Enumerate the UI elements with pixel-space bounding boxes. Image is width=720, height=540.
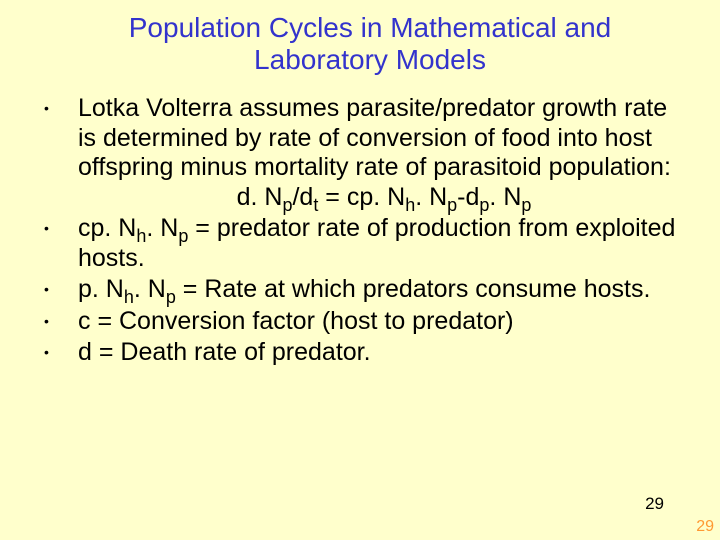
list-item: p. Nh. Np = Rate at which predators cons… (30, 275, 690, 305)
list-item: Lotka Volterra assumes parasite/predator… (30, 94, 690, 212)
bullet-text: p. Nh. Np = Rate at which predators cons… (78, 275, 650, 303)
page-number: 29 (645, 494, 664, 514)
bullet-text: Lotka Volterra assumes parasite/predator… (78, 94, 671, 181)
equation: d. Np/dt = cp. Nh. Np-dp. Np (78, 183, 690, 213)
list-item: d = Death rate of predator. (30, 338, 690, 368)
page-number-corner: 29 (696, 518, 714, 536)
slide-body: Lotka Volterra assumes parasite/predator… (20, 86, 700, 368)
slide-title: Population Cycles in Mathematical and La… (20, 12, 700, 86)
bullet-text: d = Death rate of predator. (78, 338, 371, 366)
list-item: c = Conversion factor (host to predator) (30, 307, 690, 337)
bullet-text: cp. Nh. Np = predator rate of production… (78, 214, 675, 272)
list-item: cp. Nh. Np = predator rate of production… (30, 214, 690, 273)
bullet-text: c = Conversion factor (host to predator) (78, 307, 514, 335)
slide: Population Cycles in Mathematical and La… (0, 0, 720, 540)
bullet-list: Lotka Volterra assumes parasite/predator… (30, 94, 690, 368)
